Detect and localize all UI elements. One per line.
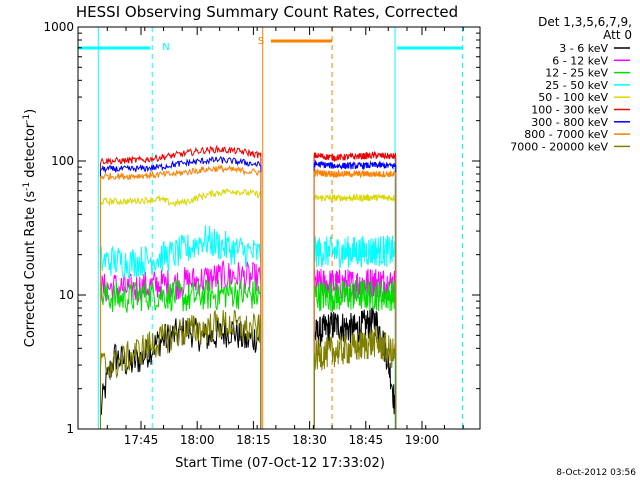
- legend-label: 3 - 6 keV: [559, 42, 608, 55]
- plot-frame: [77, 26, 481, 430]
- series-line: [100, 144, 262, 429]
- series-line: [100, 155, 262, 429]
- y-tick-label: 10: [59, 288, 74, 302]
- plot-series-group: [78, 27, 463, 429]
- x-axis-label: Start Time (07-Oct-12 17:33:02): [175, 456, 385, 471]
- night-marker-label: N: [162, 42, 169, 53]
- x-tick-label: 18:00: [180, 433, 215, 447]
- y-tick-label: 1000: [43, 20, 74, 34]
- x-tick-label: 18:45: [349, 433, 384, 447]
- series-line: [313, 325, 397, 429]
- y-axis-label-part: Corrected Count Rate (s: [23, 191, 38, 348]
- x-tick-label: 18:30: [292, 433, 327, 447]
- chart-title: HESSI Observing Summary Count Rates, Cor…: [76, 3, 458, 21]
- y-tick-label: 100: [51, 154, 74, 168]
- x-tick-label: 17:45: [124, 433, 159, 447]
- series-line: [100, 317, 262, 429]
- series-line: [100, 188, 262, 429]
- legend-label: 25 - 50 keV: [545, 79, 608, 92]
- legend-title-line: Att 0: [603, 28, 632, 42]
- series-line: [313, 159, 397, 429]
- y-axis-label-part: detector: [23, 122, 38, 182]
- y-axis-label-part: ): [23, 109, 38, 114]
- timestamp: 8-Oct-2012 03:56: [556, 468, 636, 478]
- series-line: [100, 164, 262, 429]
- legend-title-line: Det 1,3,5,6,7,9,: [538, 15, 632, 29]
- legend-label: 50 - 100 keV: [538, 91, 608, 104]
- legend-label: 7000 - 20000 keV: [510, 140, 608, 153]
- legend-label: 12 - 25 keV: [545, 67, 608, 80]
- plot-area: N S 1 10 100 1000 17:45 18:00 18:15 18:30 18:45 19:…: [43, 20, 481, 447]
- y-axis-label-exponent: -1: [22, 114, 32, 123]
- series-line: [313, 193, 397, 429]
- series-line: [100, 225, 262, 429]
- series-line: [100, 279, 262, 429]
- legend-label: 100 - 300 keV: [531, 104, 608, 117]
- y-axis-label: Corrected Count Rate (s-1 detector-1): [22, 109, 38, 347]
- y-tick-label: 1: [66, 422, 74, 436]
- legend-label: 800 - 7000 keV: [524, 128, 608, 141]
- saa-marker-label: S: [258, 36, 264, 47]
- series-line: [100, 309, 262, 429]
- series-line: [313, 279, 397, 429]
- x-tick-label: 18:15: [236, 433, 271, 447]
- legend-label: 6 - 12 keV: [552, 54, 608, 67]
- series-line: [313, 150, 397, 429]
- series-line: [313, 168, 397, 429]
- legend-label: 300 - 800 keV: [531, 116, 608, 129]
- y-axis-label-exponent: -1: [22, 182, 32, 191]
- x-tick-label: 19:00: [405, 433, 440, 447]
- series-line: [313, 235, 397, 429]
